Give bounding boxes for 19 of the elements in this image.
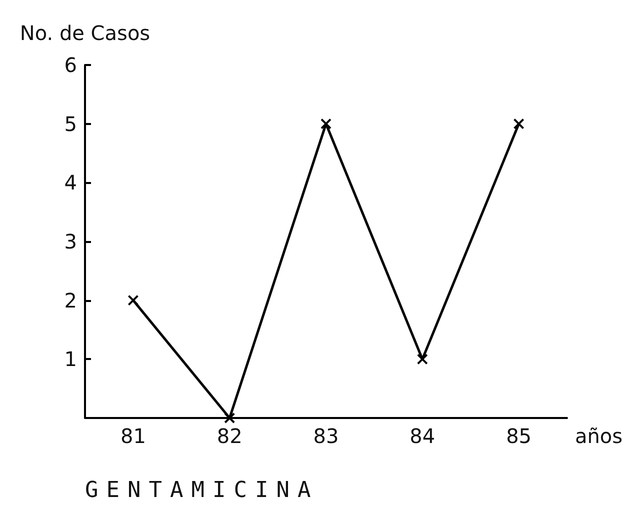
point (416, 354, 428, 365)
y-tick-label: 4 (64, 170, 77, 195)
text: GENTAMICINA (85, 478, 319, 503)
x-tick-label: 85 (506, 424, 532, 448)
y-tick-label: 5 (64, 112, 77, 136)
x-tick-label: 83 (313, 424, 339, 448)
y-tick-label: 6 (64, 53, 77, 77)
y-tick-label: 3 (64, 230, 77, 254)
point (224, 412, 236, 424)
y-tick-label: 1 (64, 347, 77, 372)
point (128, 294, 139, 306)
x-axis-title: años (575, 424, 623, 448)
y-tick-label: 2 (64, 288, 77, 312)
x-tick-label: 81 (120, 424, 146, 448)
y-axis-title: No. de Casos (20, 21, 150, 45)
point (513, 118, 524, 130)
point (320, 118, 332, 130)
x-tick-label: 84 (410, 424, 436, 448)
x-tick-label: 82 (216, 424, 242, 448)
